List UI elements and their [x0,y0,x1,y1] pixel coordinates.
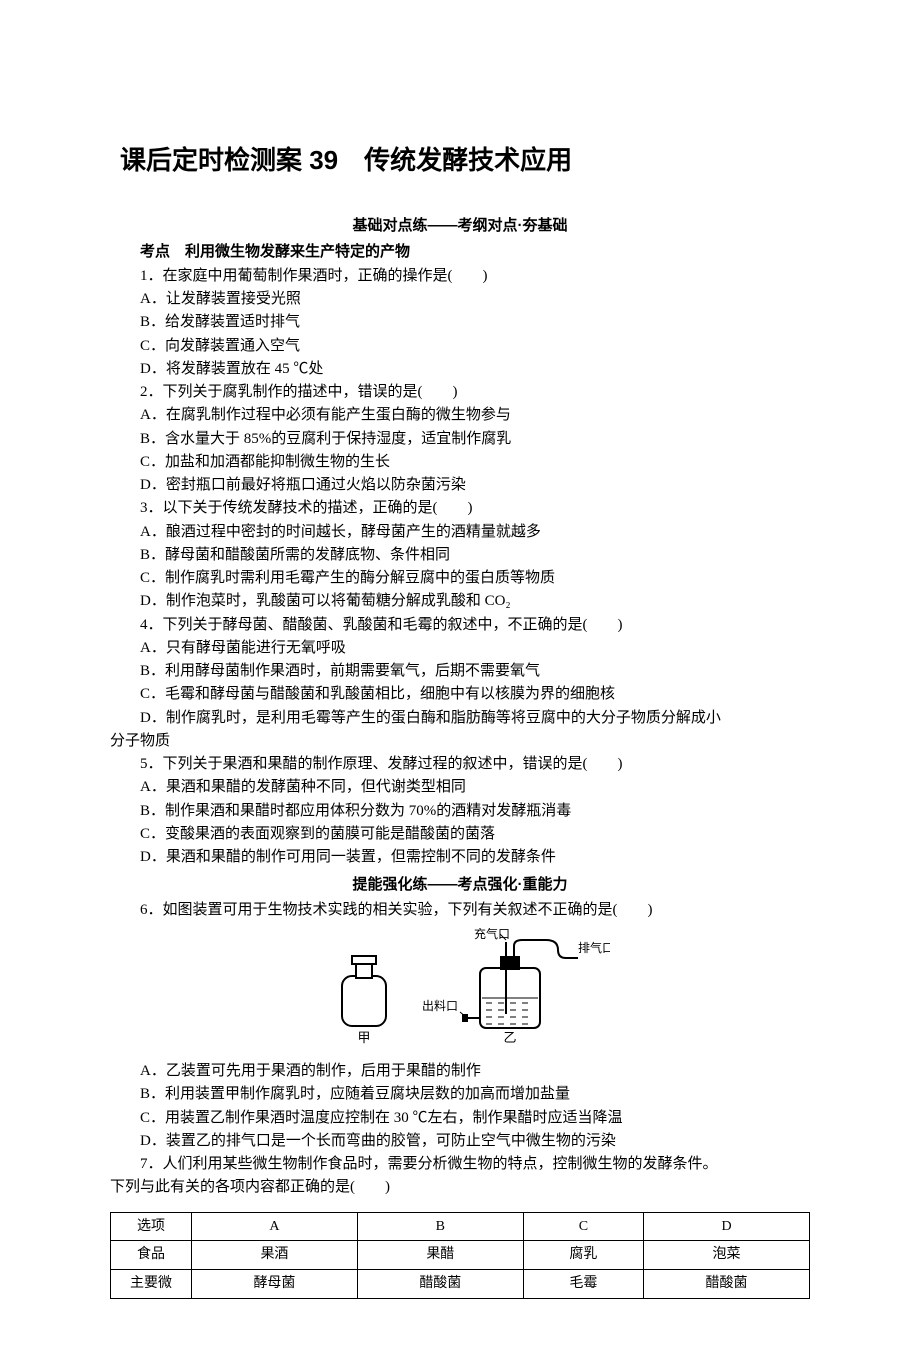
q7-table: 选项 A B C D 食品 果酒 果醋 腐乳 泡菜 主要微 酵母菌 醋酸菌 毛霉… [110,1212,810,1299]
table-cell: 醋酸菌 [644,1269,810,1298]
table-row: 食品 果酒 果醋 腐乳 泡菜 [111,1241,810,1270]
device-a-label: 甲 [357,1030,370,1045]
exhaust-port-label: 排气口 [578,940,610,955]
q5-option-a: A．果酒和果醋的发酵菌种不同，但代谢类型相同 [110,776,810,799]
table-cell: A [192,1212,358,1241]
outlet-port-label: 出料口 [422,999,458,1013]
q4-option-b: B．利用酵母菌制作果酒时，前期需要氧气，后期不需要氧气 [110,660,810,683]
table-cell: C [523,1212,643,1241]
q2-option-a: A．在腐乳制作过程中必须有能产生蛋白酶的微生物参与 [110,404,810,427]
q6-stem: 6．如图装置可用于生物技术实践的相关实验，下列有关叙述不正确的是( ) [110,899,810,922]
table-cell: 选项 [111,1212,192,1241]
q3-stem: 3．以下关于传统发酵技术的描述，正确的是( ) [110,497,810,520]
table-cell: 果醋 [357,1241,523,1270]
q5-option-b: B．制作果酒和果醋时都应用体积分数为 70%的酒精对发酵瓶消毒 [110,800,810,823]
q2-stem: 2．下列关于腐乳制作的描述中，错误的是( ) [110,381,810,404]
section-enhance-subtitle: 提能强化练——考点强化·重能力 [110,873,810,896]
q7-stem-part1: 7．人们利用某些微生物制作食品时，需要分析微生物的特点，控制微生物的发酵条件。 [110,1153,810,1176]
q6-option-a: A．乙装置可先用于果酒的制作，后用于果醋的制作 [110,1060,810,1083]
q3-option-b: B．酵母菌和醋酸菌所需的发酵底物、条件相同 [110,544,810,567]
table-cell: 泡菜 [644,1241,810,1270]
table-cell: 果酒 [192,1241,358,1270]
device-a-icon [342,956,386,1026]
device-b-icon [462,940,578,1028]
q6-option-d: D．装置乙的排气口是一个长而弯曲的胶管，可防止空气中微生物的污染 [110,1130,810,1153]
q1-option-a: A．让发酵装置接受光照 [110,288,810,311]
exam-point-heading: 考点 利用微生物发酵来生产特定的产物 [110,240,810,263]
q6-option-c: C．用装置乙制作果酒时温度应控制在 30 ℃左右，制作果醋时应适当降温 [110,1107,810,1130]
q4-option-d-part2: 分子物质 [110,730,810,753]
q5-option-c: C．变酸果酒的表面观察到的菌膜可能是醋酸菌的菌落 [110,823,810,846]
table-cell: 毛霉 [523,1269,643,1298]
q2-option-b: B．含水量大于 85%的豆腐利于保持湿度，适宜制作腐乳 [110,428,810,451]
q4-option-c: C．毛霉和酵母菌与醋酸菌和乳酸菌相比，细胞中有以核膜为界的细胞核 [110,683,810,706]
page-title: 课后定时检测案 39 传统发酵技术应用 [110,140,810,180]
q6-option-b: B．利用装置甲制作腐乳时，应随着豆腐块层数的加高而增加盐量 [110,1083,810,1106]
q7-stem-part2: 下列与此有关的各项内容都正确的是( ) [110,1176,810,1199]
table-cell: 主要微 [111,1269,192,1298]
table-cell: B [357,1212,523,1241]
section-basic-subtitle: 基础对点练——考纲对点·夯基础 [110,214,810,237]
q3-option-a: A．酿酒过程中密封的时间越长，酵母菌产生的酒精量就越多 [110,521,810,544]
q2-option-c: C．加盐和加酒都能抑制微生物的生长 [110,451,810,474]
table-cell: D [644,1212,810,1241]
q2-option-d: D．密封瓶口前最好将瓶口通过火焰以防杂菌污染 [110,474,810,497]
q5-option-d: D．果酒和果醋的制作可用同一装置，但需控制不同的发酵条件 [110,846,810,869]
q4-option-a: A．只有酵母菌能进行无氧呼吸 [110,637,810,660]
q3-option-c: C．制作腐乳时需利用毛霉产生的酶分解豆腐中的蛋白质等物质 [110,567,810,590]
q1-option-d: D．将发酵装置放在 45 ℃处 [110,358,810,381]
q4-stem: 4．下列关于酵母菌、醋酸菌、乳酸菌和毛霉的叙述中，不正确的是( ) [110,614,810,637]
table-cell: 腐乳 [523,1241,643,1270]
q3-option-d: D．制作泡菜时，乳酸菌可以将葡萄糖分解成乳酸和 CO₂ [110,590,810,613]
table-cell: 酵母菌 [192,1269,358,1298]
table-cell: 食品 [111,1241,192,1270]
table-row: 主要微 酵母菌 醋酸菌 毛霉 醋酸菌 [111,1269,810,1298]
q1-stem: 1．在家庭中用葡萄制作果酒时，正确的操作是( ) [110,265,810,288]
q6-figure: 甲 [110,928,810,1056]
table-row-header: 选项 A B C D [111,1212,810,1241]
device-b-label: 乙 [503,1030,516,1045]
q1-option-b: B．给发酵装置适时排气 [110,311,810,334]
q5-stem: 5．下列关于果酒和果醋的制作原理、发酵过程的叙述中，错误的是( ) [110,753,810,776]
q4-option-d-part1: D．制作腐乳时，是利用毛霉等产生的蛋白酶和脂肪酶等将豆腐中的大分子物质分解成小 [110,707,810,730]
table-cell: 醋酸菌 [357,1269,523,1298]
q1-option-c: C．向发酵装置通入空气 [110,335,810,358]
